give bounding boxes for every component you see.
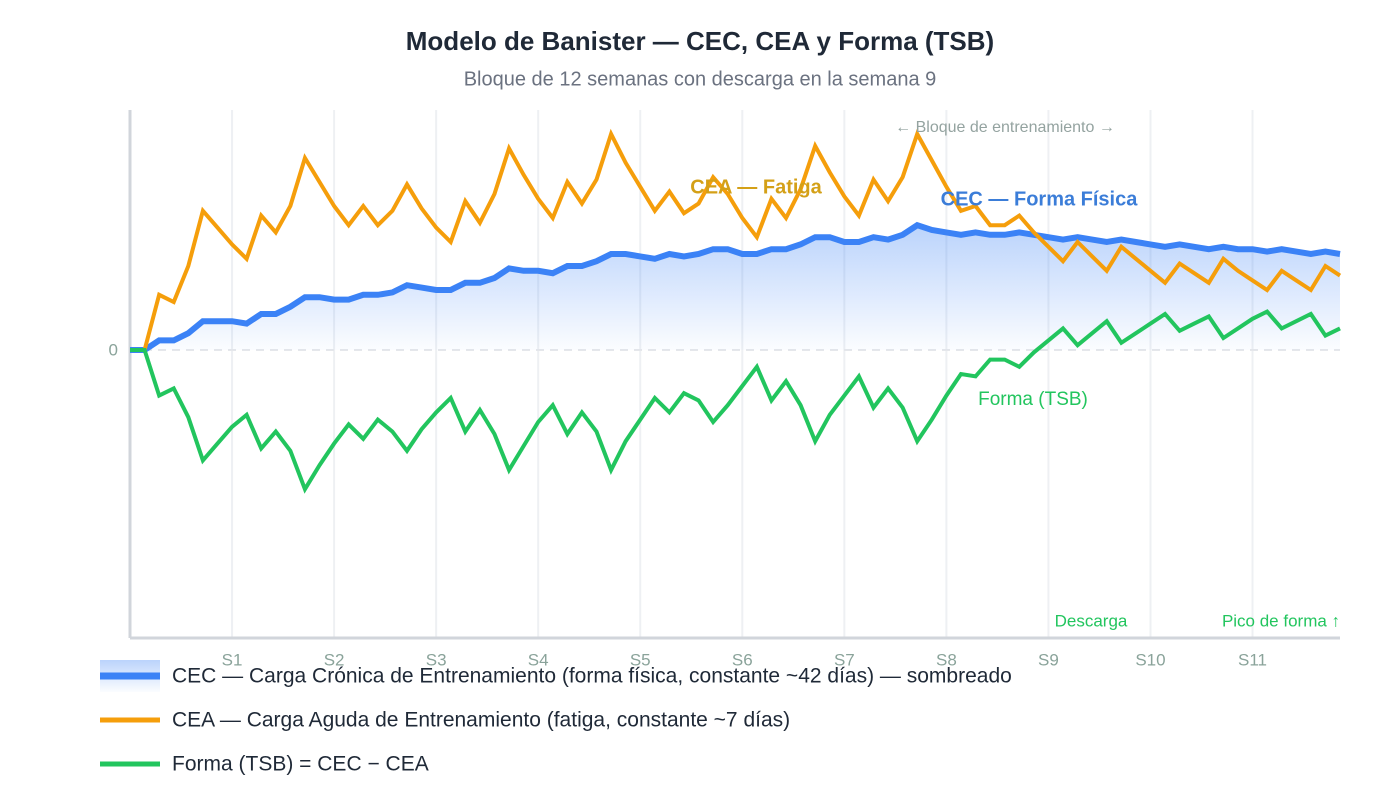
- x-tick-label: S3: [426, 650, 447, 669]
- x-tick-label: S8: [936, 650, 957, 669]
- x-tick-label: S11: [1238, 650, 1267, 669]
- series-line: [130, 309, 1341, 494]
- x-tick-label: S9: [1038, 650, 1059, 669]
- x-tick-label: S7: [834, 650, 855, 669]
- legend: CEC — Carga Crónica de Entrenamiento (fo…: [100, 660, 1012, 776]
- legend-label: CEA — Carga Aguda de Entrenamiento (fati…: [172, 709, 790, 732]
- annotation: CEC — Forma Física: [941, 188, 1139, 210]
- x-tick-label: S1: [222, 650, 243, 669]
- x-tick-label: S5: [630, 650, 651, 669]
- plot-area: S1 S2 S3 S4 S5 S6 S7 S8 S9 S10 S11 0: [109, 110, 1342, 669]
- series-line: [130, 128, 1342, 352]
- annotation: Forma (TSB): [978, 389, 1088, 410]
- chart-subtitle: Bloque de 12 semanas con descarga en la …: [464, 68, 937, 90]
- y-tick-label: 0: [109, 340, 118, 359]
- series-line: [130, 221, 1341, 353]
- annotation: CEA — Fatiga: [690, 176, 822, 198]
- x-tick-label: S4: [528, 650, 549, 669]
- annotation: Descarga: [1055, 611, 1128, 630]
- annotation: ← Bloque de entrenamiento →: [895, 119, 1115, 136]
- legend-label: CEC — Carga Crónica de Entrenamiento (fo…: [172, 665, 1012, 688]
- annotation: Pico de forma ↑: [1222, 611, 1340, 630]
- x-tick-label: S6: [732, 650, 753, 669]
- legend-label: Forma (TSB) = CEC − CEA: [172, 753, 429, 776]
- x-tick-label: S2: [324, 650, 345, 669]
- area: [130, 225, 1340, 350]
- x-tick-label: S10: [1135, 650, 1165, 669]
- chart-title: Modelo de Banister — CEC, CEA y Forma (T…: [406, 26, 994, 56]
